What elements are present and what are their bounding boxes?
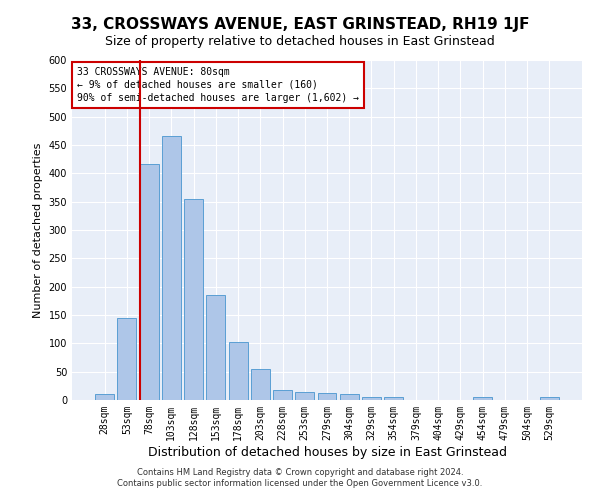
Bar bbox=[384, 397, 403, 400]
Bar bbox=[184, 199, 203, 400]
Bar bbox=[206, 295, 225, 400]
Bar bbox=[473, 397, 492, 400]
Bar bbox=[295, 392, 314, 400]
Bar bbox=[95, 394, 114, 400]
Bar bbox=[317, 393, 337, 400]
Bar bbox=[251, 369, 270, 400]
Text: 33, CROSSWAYS AVENUE, EAST GRINSTEAD, RH19 1JF: 33, CROSSWAYS AVENUE, EAST GRINSTEAD, RH… bbox=[71, 18, 529, 32]
Bar bbox=[340, 394, 359, 400]
Text: 33 CROSSWAYS AVENUE: 80sqm
← 9% of detached houses are smaller (160)
90% of semi: 33 CROSSWAYS AVENUE: 80sqm ← 9% of detac… bbox=[77, 67, 359, 103]
Text: Contains HM Land Registry data © Crown copyright and database right 2024.
Contai: Contains HM Land Registry data © Crown c… bbox=[118, 468, 482, 487]
X-axis label: Distribution of detached houses by size in East Grinstead: Distribution of detached houses by size … bbox=[148, 446, 506, 458]
Bar bbox=[162, 136, 181, 400]
Bar bbox=[540, 397, 559, 400]
Bar bbox=[362, 396, 381, 400]
Bar bbox=[229, 342, 248, 400]
Bar bbox=[273, 390, 292, 400]
Bar bbox=[118, 318, 136, 400]
Y-axis label: Number of detached properties: Number of detached properties bbox=[33, 142, 43, 318]
Text: Size of property relative to detached houses in East Grinstead: Size of property relative to detached ho… bbox=[105, 35, 495, 48]
Bar bbox=[140, 164, 158, 400]
